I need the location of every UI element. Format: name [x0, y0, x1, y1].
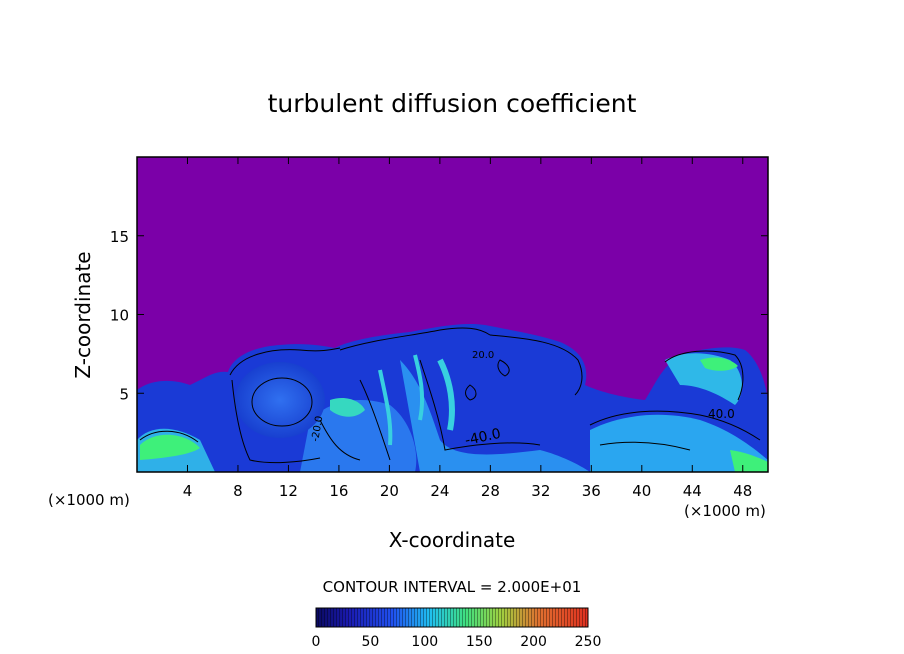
- colorbar-tick-label: 100: [411, 634, 438, 650]
- x-unit-right: (×1000 m): [684, 502, 766, 520]
- colorbar-ticks: 0 50 100 150 200 250: [312, 634, 602, 650]
- x-tick-label: 20: [380, 482, 399, 500]
- contour-lines: [139, 327, 761, 464]
- x-tick-label: 8: [233, 482, 243, 500]
- x-tick-label: 32: [531, 482, 550, 500]
- colorbar-tick-label: 200: [520, 634, 547, 650]
- x-tick-label: 40: [632, 482, 651, 500]
- x-tick-label: 4: [183, 482, 193, 500]
- contour-label: 40.0: [708, 407, 735, 421]
- colorbar-tick-label: 0: [312, 634, 321, 650]
- x-tick-label: 44: [683, 482, 702, 500]
- x-tick-label: 36: [582, 482, 601, 500]
- colorbar-stripes: [316, 608, 588, 627]
- y-tick-label: 5: [119, 385, 129, 403]
- colorbar-tick-label: 50: [361, 634, 379, 650]
- plot-area: -40.0 40.0 20.0 -20.0: [137, 157, 768, 472]
- contour-label: -40.0: [464, 426, 503, 449]
- contour-label-group: -40.0 40.0 20.0 -20.0: [310, 350, 735, 449]
- y-axis: 5 10 15: [110, 228, 768, 403]
- x-axis-label: X-coordinate: [389, 528, 516, 552]
- colorbar: 0 50 100 150 200 250: [312, 607, 602, 650]
- x-tick-label: 28: [481, 482, 500, 500]
- y-axis-label: Z-coordinate: [71, 251, 95, 378]
- contour-label: -20.0: [310, 415, 325, 442]
- x-tick-label: 48: [733, 482, 752, 500]
- y-tick-label: 15: [110, 228, 129, 246]
- contour-interval: CONTOUR INTERVAL = 2.000E+01: [323, 578, 582, 596]
- colorbar-frame: [315, 607, 589, 628]
- colorbar-tick-label: 250: [575, 634, 602, 650]
- x-tick-label: 24: [430, 482, 449, 500]
- y-tick-label: 10: [110, 307, 129, 325]
- x-tick-label: 16: [329, 482, 348, 500]
- colorbar-tick-label: 150: [466, 634, 493, 650]
- x-axis: 4 8 12 16 20 24 28 32 36 40 44 48: [183, 157, 752, 500]
- chart-title: turbulent diffusion coefficient: [268, 89, 637, 118]
- x-tick-label: 12: [279, 482, 298, 500]
- x-unit-left: (×1000 m): [48, 491, 130, 509]
- contour-label: 20.0: [472, 350, 494, 361]
